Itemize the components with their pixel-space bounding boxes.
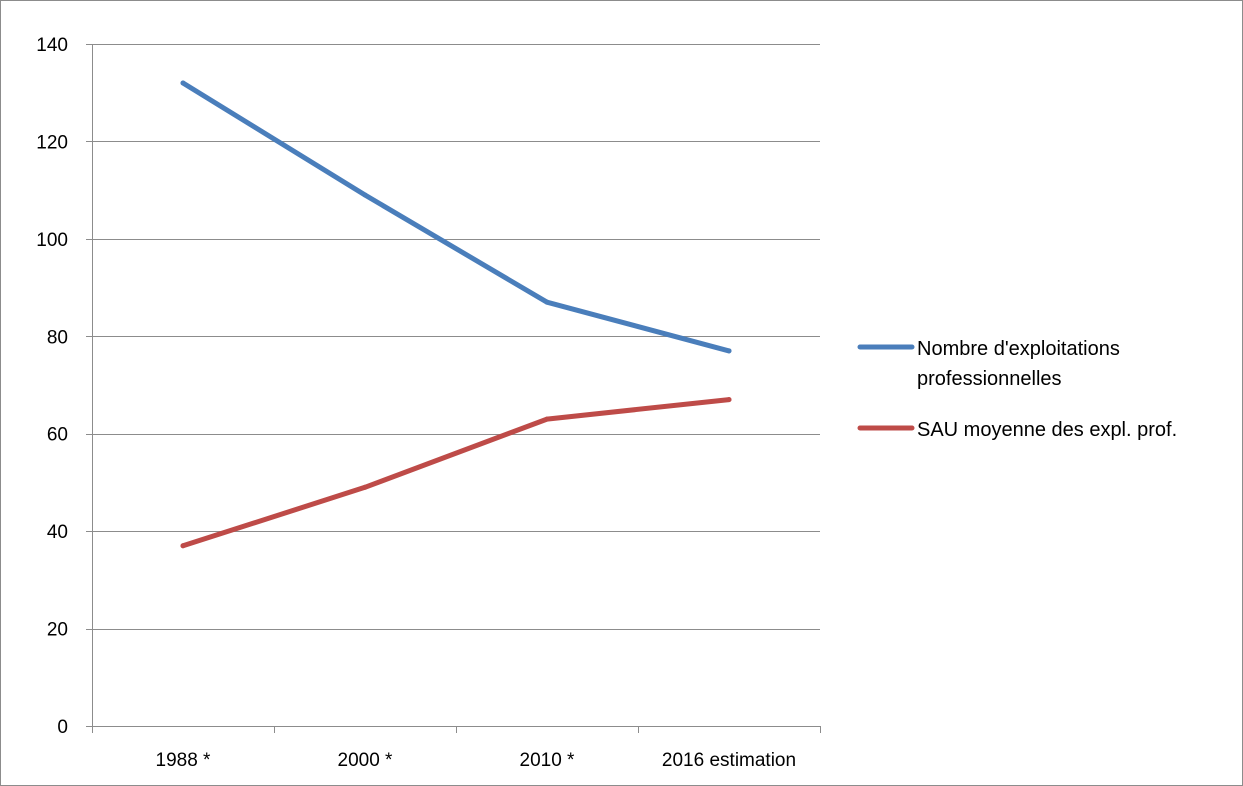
y-tick-label: 20 [47, 620, 68, 641]
data-point [544, 299, 550, 305]
x-axis-tick-labels: 1988 * 2000 * 2010 * 2016 estimation [156, 750, 797, 771]
x-tick-label: 2016 estimation [662, 750, 796, 771]
y-tick-label: 0 [57, 717, 68, 738]
data-point [544, 416, 550, 422]
data-point [362, 192, 368, 198]
y-tick-label: 100 [36, 230, 68, 251]
legend-label: SAU moyenne des expl. prof. [917, 419, 1177, 441]
axes [86, 44, 821, 733]
y-tick-label: 60 [47, 425, 68, 446]
series-line-1 [180, 80, 732, 354]
gridlines [92, 44, 820, 630]
series-line-2 [180, 397, 732, 549]
x-tick-label: 1988 * [156, 750, 212, 771]
x-tick-label: 2000 * [338, 750, 394, 771]
data-point [726, 397, 732, 403]
x-tick-label: 2010 * [520, 750, 576, 771]
legend-label: professionnelles [917, 368, 1062, 390]
data-point [362, 484, 368, 490]
y-tick-label: 40 [47, 522, 68, 543]
data-point [180, 80, 186, 86]
y-axis-tick-labels: 0 20 40 60 80 100 120 140 [36, 35, 68, 738]
y-tick-label: 120 [36, 132, 68, 153]
y-tick-label: 80 [47, 327, 68, 348]
legend-label: Nombre d'exploitations [917, 338, 1120, 360]
y-tick-label: 140 [36, 35, 68, 56]
data-point [726, 348, 732, 354]
data-point [180, 543, 186, 549]
series-lines [180, 80, 732, 549]
legend: Nombre d'exploitations professionnelles SA… [857, 338, 1177, 441]
